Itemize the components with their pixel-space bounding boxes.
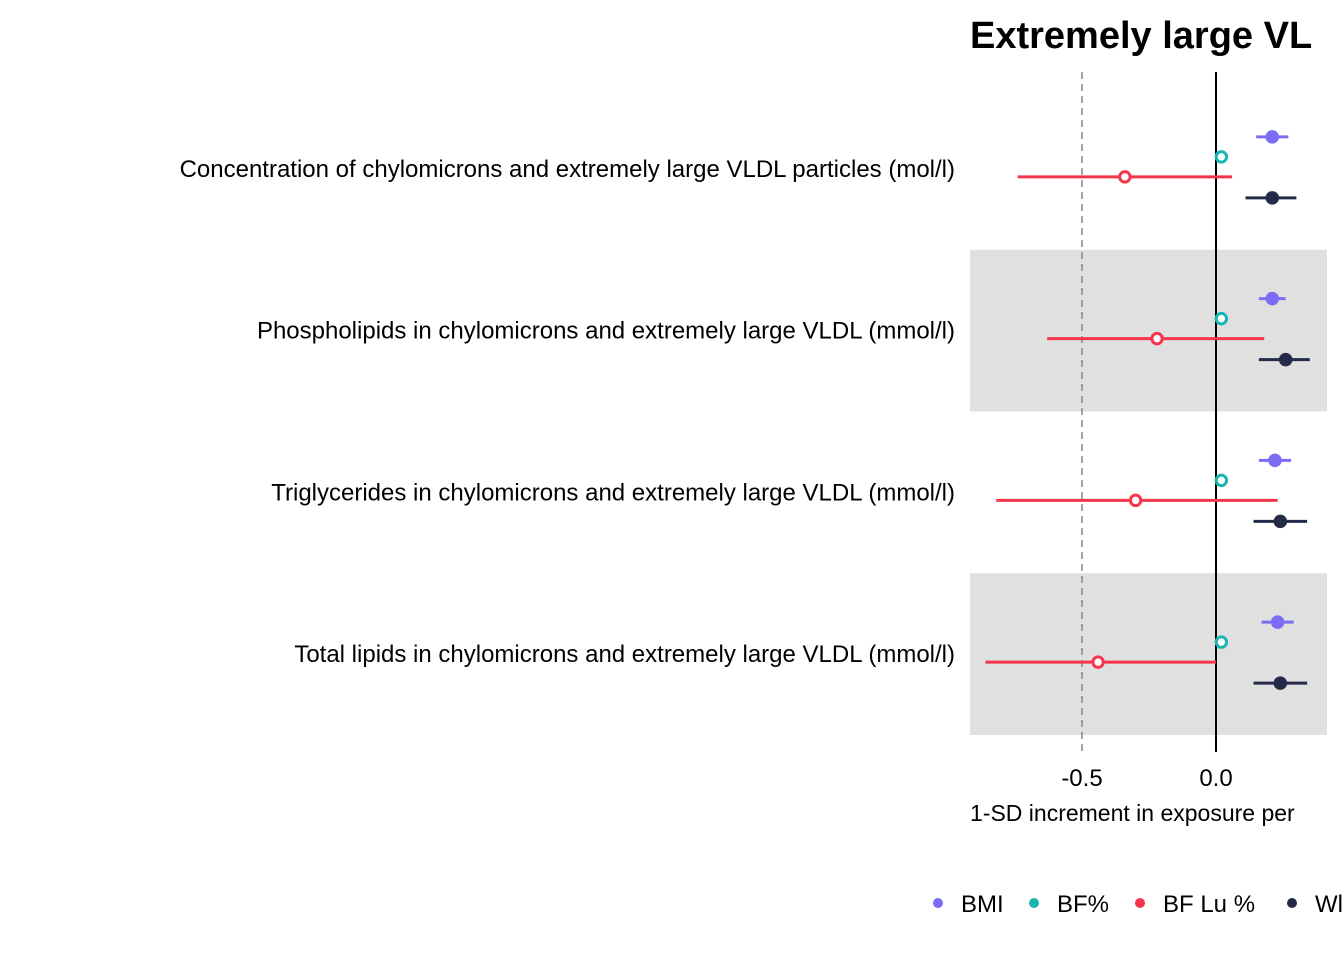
point-estimate xyxy=(1118,170,1132,184)
point-estimate xyxy=(1214,635,1229,649)
point-estimate xyxy=(1278,352,1293,367)
point-estimate xyxy=(1214,150,1229,164)
row-band xyxy=(970,573,1327,735)
point-estimate xyxy=(1214,311,1229,326)
chart-title: Extremely large VL xyxy=(970,15,1312,57)
y-axis-labels: Concentration of chylomicrons and extrem… xyxy=(180,156,955,668)
y-tick-label: Phospholipids in chylomicrons and extrem… xyxy=(257,318,955,345)
legend-key xyxy=(1287,898,1297,908)
legend-key xyxy=(1029,898,1039,908)
point-estimate xyxy=(1273,514,1288,529)
y-tick-label: Triglycerides in chylomicrons and extrem… xyxy=(271,479,955,506)
point-estimate xyxy=(1150,331,1164,346)
legend: BMI BF% BF Lu % Wl xyxy=(933,891,1343,918)
legend-label: BF% xyxy=(1057,891,1109,918)
legend-key xyxy=(1135,898,1145,908)
legend-key xyxy=(933,898,943,908)
x-axis-title: 1-SD increment in exposure per xyxy=(970,800,1295,826)
legend-label: BMI xyxy=(961,891,1004,918)
point-estimate xyxy=(1128,493,1143,508)
point-estimate xyxy=(1270,615,1285,629)
legend-label: BF Lu % xyxy=(1163,891,1255,918)
x-axis-ticks: -0.5 0.0 xyxy=(1061,765,1232,792)
y-tick-label: Total lipids in chylomicrons and extreme… xyxy=(294,641,955,668)
x-tick-label: -0.5 xyxy=(1061,765,1102,792)
row-band xyxy=(970,249,1327,412)
point-estimate xyxy=(1091,655,1105,669)
point-estimate xyxy=(1214,473,1229,488)
point-estimate xyxy=(1273,676,1288,690)
y-tick-label: Concentration of chylomicrons and extrem… xyxy=(180,156,955,183)
point-estimate xyxy=(1268,453,1282,468)
plot-marks xyxy=(985,130,1310,690)
point-estimate xyxy=(1265,191,1280,205)
legend-label: Wl xyxy=(1315,891,1343,918)
point-estimate xyxy=(1265,130,1280,144)
row-bands xyxy=(970,249,1327,735)
point-estimate xyxy=(1265,291,1280,306)
x-tick-label: 0.0 xyxy=(1199,765,1232,792)
